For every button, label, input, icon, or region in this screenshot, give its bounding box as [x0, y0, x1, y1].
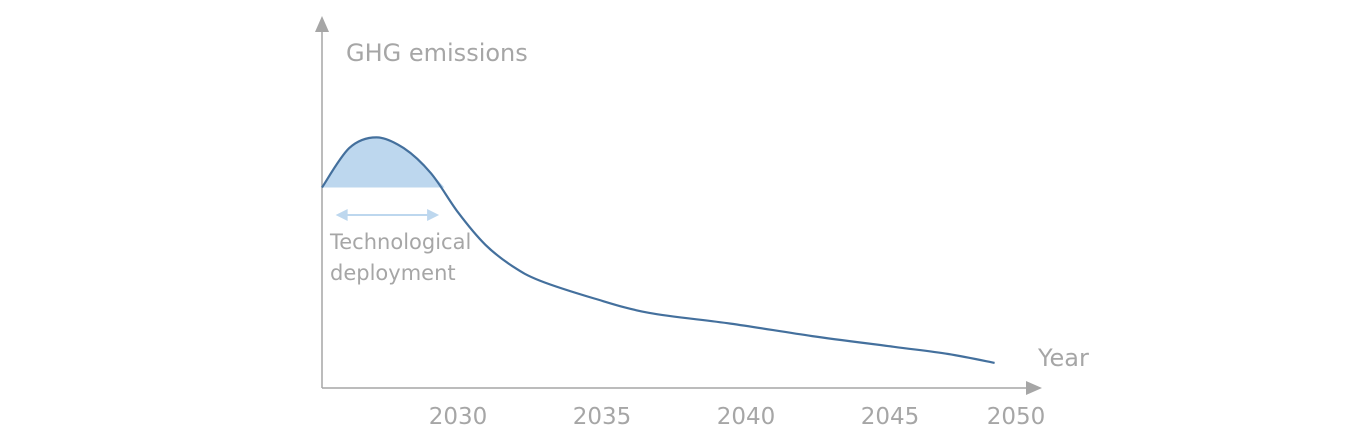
x-tick-label: 2045 [861, 404, 920, 430]
deployment-arrow-right-head [427, 209, 440, 221]
annotation-line-1: Technological [329, 230, 471, 254]
x-axis-label: Year [1037, 344, 1089, 372]
x-tick-label: 2035 [573, 404, 632, 430]
x-tick-label: 2040 [717, 404, 776, 430]
deployment-double-arrow [335, 209, 440, 221]
annotation-line-2: deployment [330, 261, 456, 285]
y-axis-arrowhead [315, 16, 329, 32]
x-tick-labels: 2030 2035 2040 2045 2050 [429, 404, 1046, 430]
x-tick-label: 2030 [429, 404, 488, 430]
technological-deployment-shaded-area [322, 137, 445, 188]
x-tick-label: 2050 [987, 404, 1046, 430]
deployment-arrow-left-head [335, 209, 348, 221]
y-axis-label: GHG emissions [346, 39, 528, 67]
x-axis-arrowhead [1026, 381, 1042, 395]
emissions-series-line [321, 136, 995, 364]
